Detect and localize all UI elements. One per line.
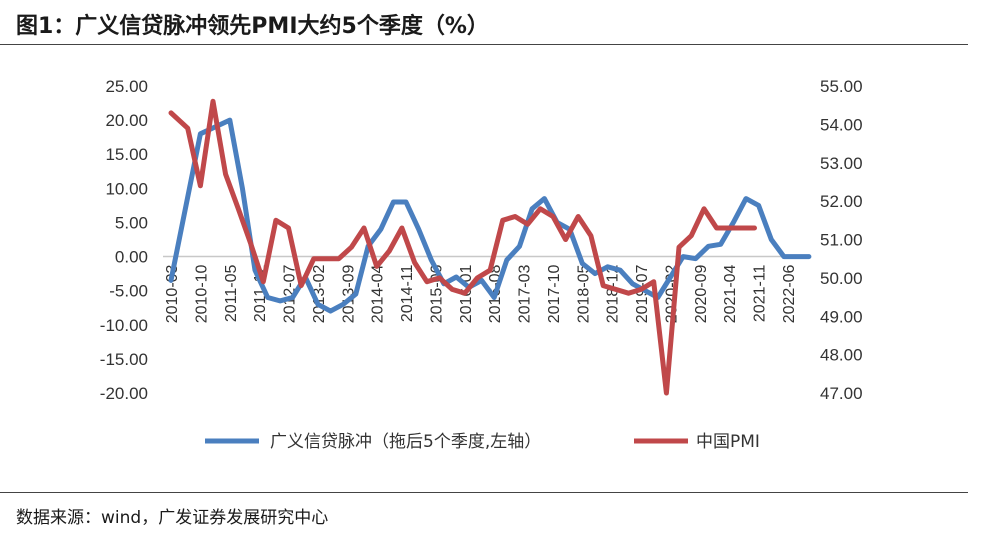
x-tick-label: 2013-09 xyxy=(340,264,357,323)
legend-label: 中国PMI xyxy=(696,432,760,452)
y-left-tick-label: 10.00 xyxy=(105,179,148,198)
x-tick-label: 2021-04 xyxy=(722,264,739,323)
legend-label: 广义信贷脉冲（拖后5个季度,左轴） xyxy=(270,432,541,452)
x-tick-label: 2011-05 xyxy=(223,264,240,322)
y-left-tick-label: 15.00 xyxy=(105,145,148,164)
legend: 广义信贷脉冲（拖后5个季度,左轴） 中国PMI xyxy=(205,432,760,452)
series-group xyxy=(168,98,812,396)
x-tick-label: 2018-12 xyxy=(605,264,622,323)
y-right-tick-label: 55.00 xyxy=(820,77,863,96)
y-axis-left: 25.00 20.00 15.00 10.00 5.00 0.00 -5.00 -10.00 -… xyxy=(100,77,148,403)
x-tick-label: 2014-04 xyxy=(370,264,387,323)
y-left-tick-label: -10.00 xyxy=(100,316,148,335)
x-tick-label: 2021-11 xyxy=(752,264,769,322)
x-tick-label: 2020-09 xyxy=(693,264,710,323)
y-left-tick-label: -5.00 xyxy=(109,282,148,301)
x-tick-label: 2019-07 xyxy=(634,264,651,323)
x-tick-label: 2018-05 xyxy=(575,264,592,323)
y-right-tick-label: 49.00 xyxy=(820,307,863,326)
source-note: 数据来源：wind，广发证券发展研究中心 xyxy=(16,508,329,528)
x-tick-label: 2010-03 xyxy=(164,264,181,323)
series-line-china-pmi xyxy=(168,98,757,396)
x-tick-label: 2014-11 xyxy=(399,264,416,322)
x-tick-label: 2017-03 xyxy=(517,264,534,323)
chart-title: 图1：广义信贷脉冲领先PMI大约5个季度（%） xyxy=(16,14,489,39)
bottom-rule xyxy=(0,492,968,493)
top-rule xyxy=(0,44,968,45)
y-left-tick-label: 5.00 xyxy=(115,213,148,232)
y-left-tick-label: 25.00 xyxy=(105,77,148,96)
y-left-tick-label: -15.00 xyxy=(100,350,148,369)
x-tick-label: 2010-10 xyxy=(193,264,210,323)
x-tick-label: 2012-07 xyxy=(282,264,299,323)
y-right-tick-label: 47.00 xyxy=(820,384,863,403)
y-left-tick-label: 0.00 xyxy=(115,248,148,267)
y-left-tick-label: 20.00 xyxy=(105,111,148,130)
x-tick-label: 2022-06 xyxy=(781,264,798,323)
y-axis-right: 55.00 54.00 53.00 52.00 51.00 50.00 49.00 48.00… xyxy=(820,77,863,403)
x-tick-label: 2017-10 xyxy=(546,264,563,323)
y-right-tick-label: 53.00 xyxy=(820,154,863,173)
y-left-tick-label: -20.00 xyxy=(100,384,148,403)
y-right-tick-label: 54.00 xyxy=(820,115,863,134)
y-right-tick-label: 51.00 xyxy=(820,231,863,250)
y-right-tick-label: 50.00 xyxy=(820,269,863,288)
y-right-tick-label: 48.00 xyxy=(820,346,863,365)
y-right-tick-label: 52.00 xyxy=(820,192,863,211)
